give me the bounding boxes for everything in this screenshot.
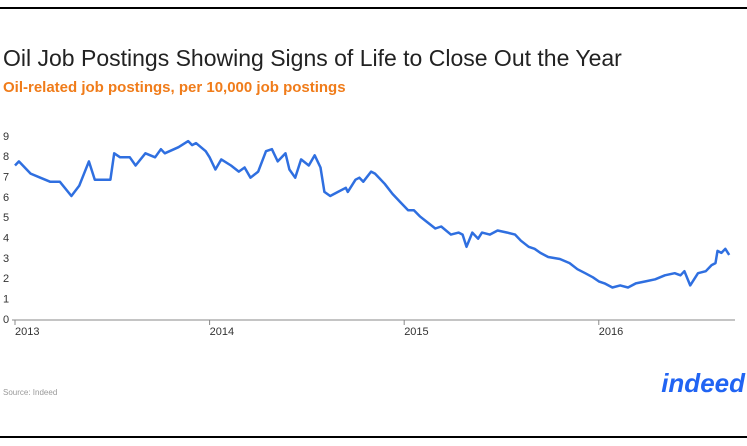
y-tick-label: 6 bbox=[3, 192, 9, 204]
y-tick-label: 2 bbox=[3, 273, 9, 285]
data-line bbox=[14, 139, 731, 289]
y-tick-label: 9 bbox=[3, 131, 9, 143]
y-tick-label: 7 bbox=[3, 172, 9, 184]
y-tick-label: 8 bbox=[3, 151, 9, 163]
chart-title: Oil Job Postings Showing Signs of Life t… bbox=[3, 45, 622, 71]
x-tick-label: 2013 bbox=[15, 326, 39, 338]
x-tick-label: 2014 bbox=[210, 326, 234, 338]
x-tick-label: 2016 bbox=[599, 326, 623, 338]
y-tick-label: 1 bbox=[3, 294, 9, 306]
source: Source: Indeed bbox=[3, 388, 57, 397]
logo: indeed bbox=[661, 368, 746, 398]
x-tick-label: 2015 bbox=[404, 326, 428, 338]
chart-subtitle: Oil-related job postings, per 10,000 job… bbox=[3, 79, 346, 96]
y-tick-label: 3 bbox=[3, 253, 9, 265]
y-tick-label: 5 bbox=[3, 212, 9, 224]
y-tick-label: 0 bbox=[3, 314, 9, 326]
y-tick-label: 4 bbox=[3, 233, 9, 245]
